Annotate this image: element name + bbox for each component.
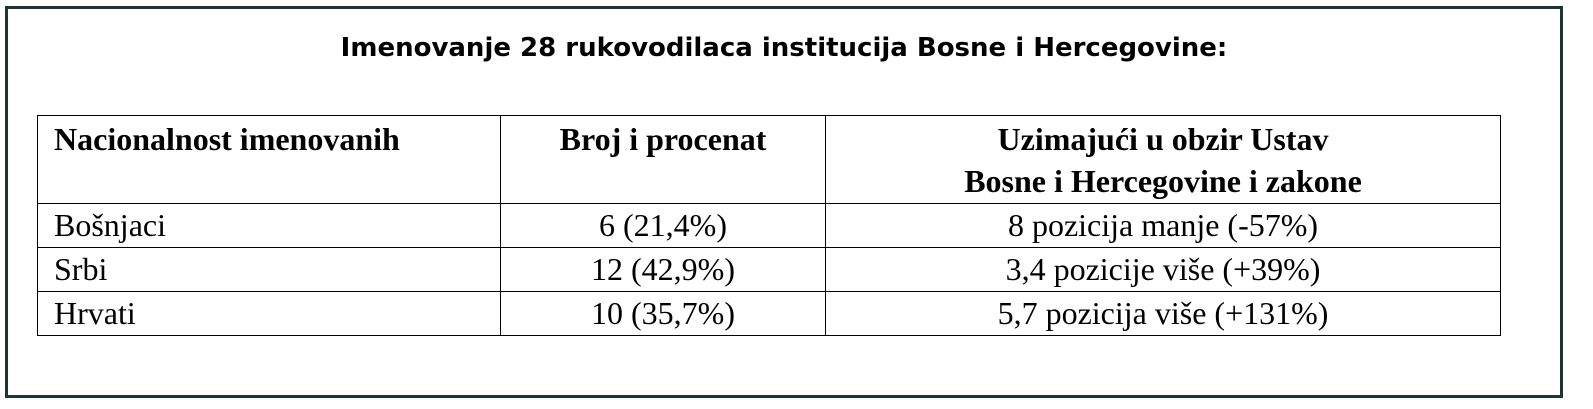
table-row: Bošnjaci 6 (21,4%) 8 pozicija manje (-57%)	[37, 203, 1501, 248]
header-cell: Broj i procenat	[500, 115, 826, 204]
table-cell: 10 (35,7%)	[500, 291, 826, 336]
table-cell: Hrvati	[37, 291, 501, 336]
title: Imenovanje 28 rukovodilaca institucija B…	[340, 33, 1228, 63]
table-cell: 8 pozicija manje (-57%)	[825, 203, 1501, 248]
header-row: Nacionalnost imenovanih Broj i procenat Uz…	[37, 115, 1501, 204]
table-cell: 6 (21,4%)	[500, 203, 826, 248]
table-row: Hrvati 10 (35,7%) 5,7 pozicija više (+131%…	[37, 291, 1501, 336]
table-body: Bošnjaci 6 (21,4%) 8 pozicija manje (-57%)…	[37, 203, 1501, 336]
table-header: Nacionalnost imenovanih Broj i procenat Uz…	[37, 115, 1501, 204]
table: Nacionalnost imenovanih Broj i procenat Uz…	[37, 115, 1501, 336]
table-cell: 3,4 pozicije više (+39%)	[825, 247, 1501, 292]
table-cell: 12 (42,9%)	[500, 247, 826, 292]
table-row: Srbi 12 (42,9%) 3,4 pozicije više (+39%)	[37, 247, 1501, 292]
header-cell: Uzimajući u obzir Ustav Bosne i Hercegov…	[825, 115, 1501, 204]
table-cell: Bošnjaci	[37, 203, 501, 248]
frame: Imenovanje 28 rukovodilaca institucija B…	[5, 6, 1563, 398]
table-cell: 5,7 pozicija više (+131%)	[825, 291, 1501, 336]
header-cell: Nacionalnost imenovanih	[37, 115, 501, 204]
table-cell: Srbi	[37, 247, 501, 292]
